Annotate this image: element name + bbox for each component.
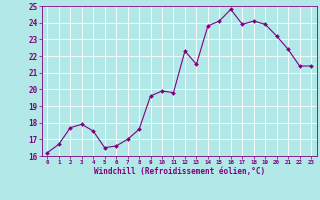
X-axis label: Windchill (Refroidissement éolien,°C): Windchill (Refroidissement éolien,°C) xyxy=(94,167,265,176)
